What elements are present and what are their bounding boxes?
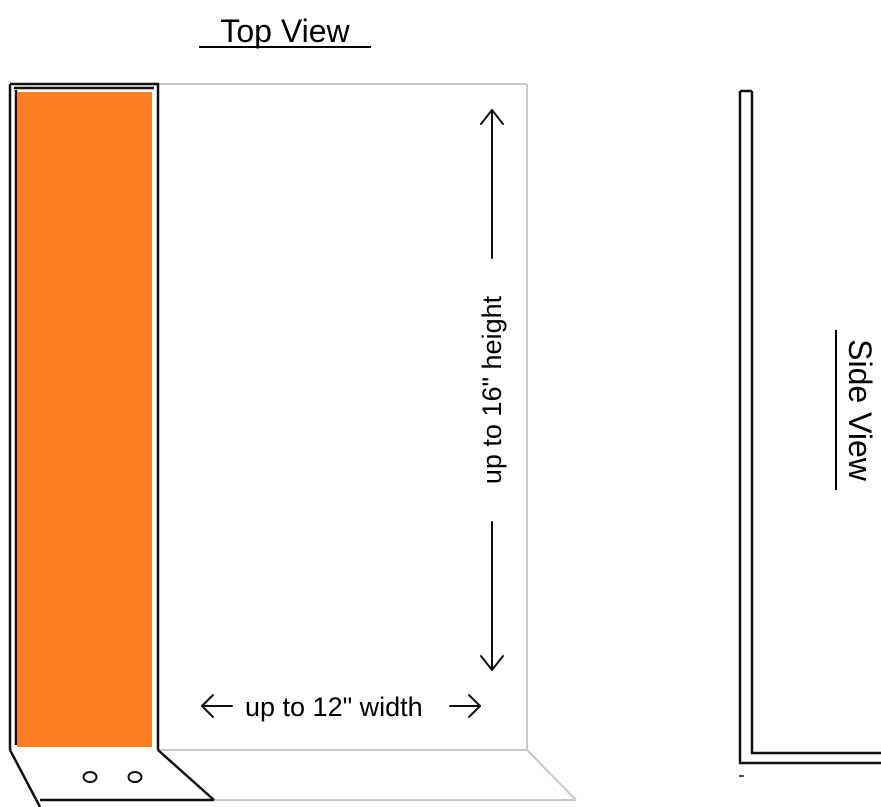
- mounting-hole-right: [127, 771, 143, 783]
- top-view-title: Top View: [220, 13, 350, 49]
- width-label: up to 12" width: [245, 692, 423, 722]
- orange-panel: [17, 92, 152, 747]
- width-right-arrow-icon: [449, 694, 481, 718]
- height-label: up to 16" height: [477, 295, 507, 484]
- side-view-title: Side View: [842, 339, 878, 482]
- mounting-hole-left: [82, 771, 98, 783]
- bracket-top-view-outline: [8, 82, 215, 807]
- width-left-arrow-icon: [201, 694, 233, 718]
- bracket-side-view: [738, 89, 881, 765]
- height-dimension-arrow: [480, 109, 504, 671]
- top-view-extent-outline: [158, 83, 577, 801]
